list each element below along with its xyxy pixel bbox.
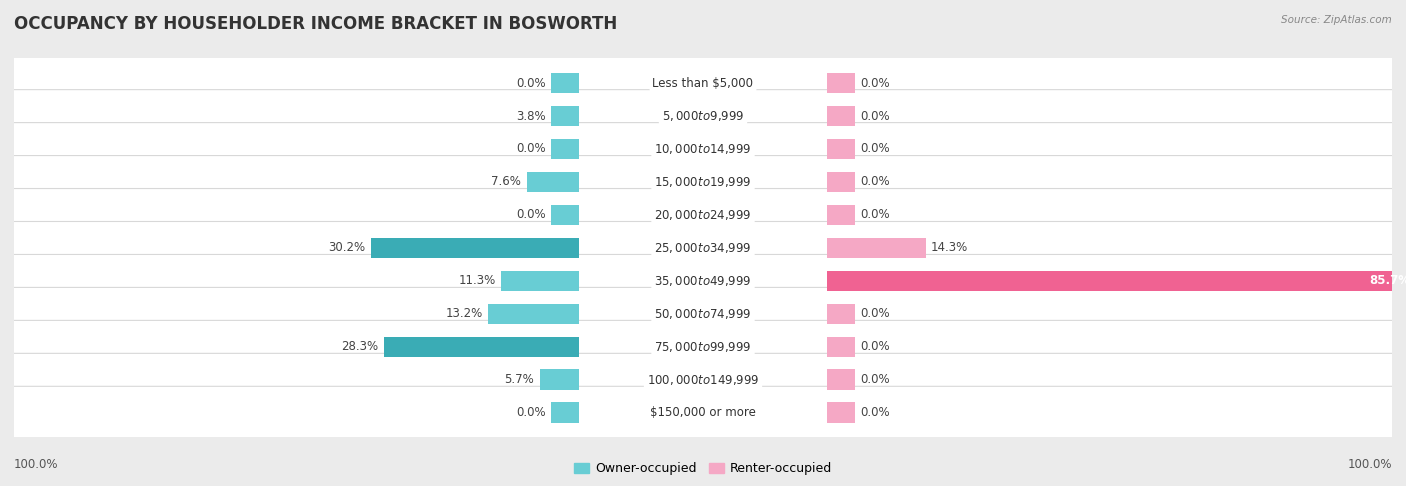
FancyBboxPatch shape xyxy=(0,386,1406,439)
Bar xyxy=(540,369,579,390)
Bar xyxy=(551,402,579,423)
Text: 0.0%: 0.0% xyxy=(860,340,890,353)
Text: 100.0%: 100.0% xyxy=(1347,458,1392,471)
Text: 0.0%: 0.0% xyxy=(860,406,890,419)
Bar xyxy=(827,106,855,126)
Text: $15,000 to $19,999: $15,000 to $19,999 xyxy=(654,175,752,189)
Text: $20,000 to $24,999: $20,000 to $24,999 xyxy=(654,208,752,222)
Text: $50,000 to $74,999: $50,000 to $74,999 xyxy=(654,307,752,321)
Bar xyxy=(551,106,579,126)
Bar xyxy=(551,205,579,225)
Bar xyxy=(827,238,925,258)
FancyBboxPatch shape xyxy=(0,222,1406,274)
Bar xyxy=(827,336,855,357)
Text: 5.7%: 5.7% xyxy=(505,373,534,386)
Text: 0.0%: 0.0% xyxy=(860,76,890,89)
FancyBboxPatch shape xyxy=(0,189,1406,241)
Bar xyxy=(551,73,579,93)
Text: $10,000 to $14,999: $10,000 to $14,999 xyxy=(654,142,752,156)
Bar xyxy=(384,336,579,357)
Text: $150,000 or more: $150,000 or more xyxy=(650,406,756,419)
Text: OCCUPANCY BY HOUSEHOLDER INCOME BRACKET IN BOSWORTH: OCCUPANCY BY HOUSEHOLDER INCOME BRACKET … xyxy=(14,15,617,33)
Text: 30.2%: 30.2% xyxy=(328,242,366,254)
Legend: Owner-occupied, Renter-occupied: Owner-occupied, Renter-occupied xyxy=(568,457,838,481)
Text: $75,000 to $99,999: $75,000 to $99,999 xyxy=(654,340,752,354)
Bar xyxy=(827,172,855,192)
Bar xyxy=(371,238,579,258)
Text: 0.0%: 0.0% xyxy=(860,175,890,189)
Bar xyxy=(551,139,579,159)
FancyBboxPatch shape xyxy=(0,287,1406,340)
Text: 0.0%: 0.0% xyxy=(516,142,546,156)
Text: 13.2%: 13.2% xyxy=(446,307,482,320)
Text: 0.0%: 0.0% xyxy=(860,307,890,320)
Text: 0.0%: 0.0% xyxy=(516,406,546,419)
Text: 14.3%: 14.3% xyxy=(931,242,969,254)
Bar xyxy=(488,304,579,324)
Text: 0.0%: 0.0% xyxy=(516,76,546,89)
FancyBboxPatch shape xyxy=(0,57,1406,109)
FancyBboxPatch shape xyxy=(0,156,1406,208)
Bar xyxy=(827,205,855,225)
Text: 100.0%: 100.0% xyxy=(14,458,59,471)
FancyBboxPatch shape xyxy=(0,255,1406,307)
FancyBboxPatch shape xyxy=(0,122,1406,175)
Text: 28.3%: 28.3% xyxy=(342,340,378,353)
Text: $25,000 to $34,999: $25,000 to $34,999 xyxy=(654,241,752,255)
Text: $35,000 to $49,999: $35,000 to $49,999 xyxy=(654,274,752,288)
FancyBboxPatch shape xyxy=(0,353,1406,406)
Text: 11.3%: 11.3% xyxy=(458,274,496,287)
Bar xyxy=(827,139,855,159)
FancyBboxPatch shape xyxy=(0,320,1406,373)
Bar xyxy=(827,73,855,93)
Text: 0.0%: 0.0% xyxy=(860,142,890,156)
Text: 7.6%: 7.6% xyxy=(491,175,522,189)
Bar xyxy=(827,271,1406,291)
Text: Less than $5,000: Less than $5,000 xyxy=(652,76,754,89)
Text: $5,000 to $9,999: $5,000 to $9,999 xyxy=(662,109,744,123)
Bar xyxy=(527,172,579,192)
Bar xyxy=(827,369,855,390)
Text: 0.0%: 0.0% xyxy=(860,208,890,222)
Text: 85.7%: 85.7% xyxy=(1369,274,1406,287)
Text: 0.0%: 0.0% xyxy=(860,109,890,122)
FancyBboxPatch shape xyxy=(0,89,1406,142)
Text: $100,000 to $149,999: $100,000 to $149,999 xyxy=(647,373,759,387)
Text: Source: ZipAtlas.com: Source: ZipAtlas.com xyxy=(1281,15,1392,25)
Text: 0.0%: 0.0% xyxy=(860,373,890,386)
Bar xyxy=(827,402,855,423)
Bar xyxy=(501,271,579,291)
Text: 3.8%: 3.8% xyxy=(516,109,546,122)
Bar xyxy=(827,304,855,324)
Text: 0.0%: 0.0% xyxy=(516,208,546,222)
